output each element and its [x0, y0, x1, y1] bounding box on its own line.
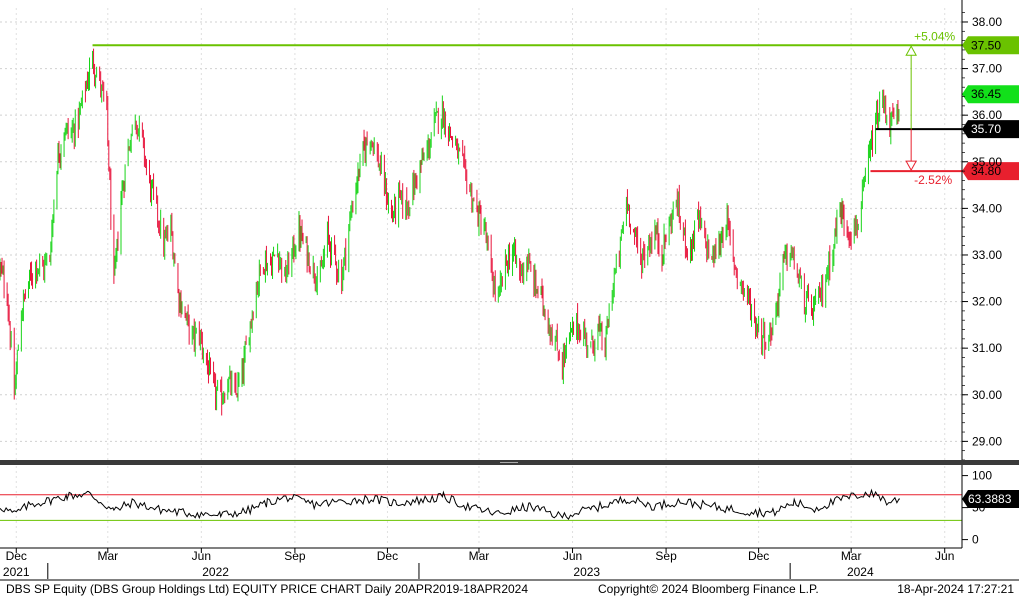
- footer-timestamp: 18-Apr-2024 17:27:21: [897, 582, 1014, 596]
- rsi-tick-label: 100: [972, 469, 992, 483]
- price-tick-label: 36.00: [972, 108, 1002, 122]
- rsi-tick-label: 50: [972, 501, 986, 515]
- x-month-label: Jun: [192, 549, 211, 563]
- axes: 38.00 37.00 36.00 35.00 34.00 33.00 32.00 31.00…: [0, 0, 1019, 581]
- price-tick-label: 37.00: [972, 62, 1002, 76]
- rsi-line: [0, 488, 900, 520]
- rsi-value-badge: 63.3883: [962, 490, 1019, 509]
- downside-arrowhead: [905, 160, 918, 172]
- price-tick-label: 29.00: [972, 434, 1002, 448]
- x-month-label: Jun: [563, 549, 582, 563]
- x-month-label: Mar: [97, 549, 118, 563]
- price-tick-label: 38.00: [972, 15, 1002, 29]
- price-tick-label: 32.00: [972, 295, 1002, 309]
- low-price-badge-bg: [962, 162, 1019, 181]
- recent-high-badge-label: 36.45: [971, 87, 1001, 101]
- footer-copyright: Copyright© 2024 Bloomberg Finance L.P.: [598, 582, 819, 596]
- rsi-value-badge-bg: [962, 490, 1019, 509]
- x-year-label: 2024: [847, 565, 874, 579]
- low-price-badge-label: 34.80: [971, 164, 1001, 178]
- x-month-label: Mar: [841, 549, 862, 563]
- x-year-label: 2021: [3, 565, 30, 579]
- last-price-badge: 35.70: [962, 120, 1019, 139]
- last-price-badge-bg: [962, 120, 1019, 139]
- price-tick-label: 30.00: [972, 388, 1002, 402]
- x-month-label: Sep: [284, 549, 306, 563]
- x-month-label: Sep: [655, 549, 677, 563]
- upside-arrowhead: [905, 45, 918, 56]
- price-tick-label: 31.00: [972, 341, 1002, 355]
- price-tick-label: 35.00: [972, 155, 1002, 169]
- price-tick-label: 34.00: [972, 201, 1002, 215]
- footer: DBS SP Equity (DBS Group Holdings Ltd) E…: [6, 582, 1014, 596]
- last-price-badge-label: 35.70: [971, 122, 1001, 136]
- x-month-label: Dec: [748, 549, 769, 563]
- x-month-label: Dec: [6, 549, 27, 563]
- low-price-badge: 34.80: [962, 162, 1019, 181]
- rsi-value-badge-label: 63.3883: [968, 492, 1012, 506]
- downside-pct-label: -2.52%: [914, 173, 952, 187]
- x-year-label: 2023: [573, 565, 600, 579]
- x-year-label: 2022: [202, 565, 229, 579]
- recent-high-badge: 36.45: [962, 85, 1019, 104]
- high-price-badge: 37.50: [962, 36, 1019, 55]
- high-price-badge-bg: [962, 36, 1019, 55]
- rsi-panel: [0, 488, 962, 521]
- upside-pct-label: +5.04%: [914, 29, 955, 43]
- x-month-label: Jun: [935, 549, 954, 563]
- recent-high-badge-bg: [962, 85, 1019, 104]
- high-price-badge-label: 37.50: [971, 38, 1001, 52]
- grid: [0, 8, 962, 546]
- candles-layer: [0, 48, 900, 416]
- rsi-tick-label: 0: [972, 533, 979, 547]
- price-tick-label: 33.00: [972, 248, 1002, 262]
- annotations-layer: +5.04% -2.52% 37.50 36.45 35.70 34.80 63.3883: [92, 29, 1019, 509]
- x-month-label: Mar: [469, 549, 490, 563]
- footer-title: DBS SP Equity (DBS Group Holdings Ltd) E…: [6, 582, 528, 596]
- x-month-label: Dec: [377, 549, 398, 563]
